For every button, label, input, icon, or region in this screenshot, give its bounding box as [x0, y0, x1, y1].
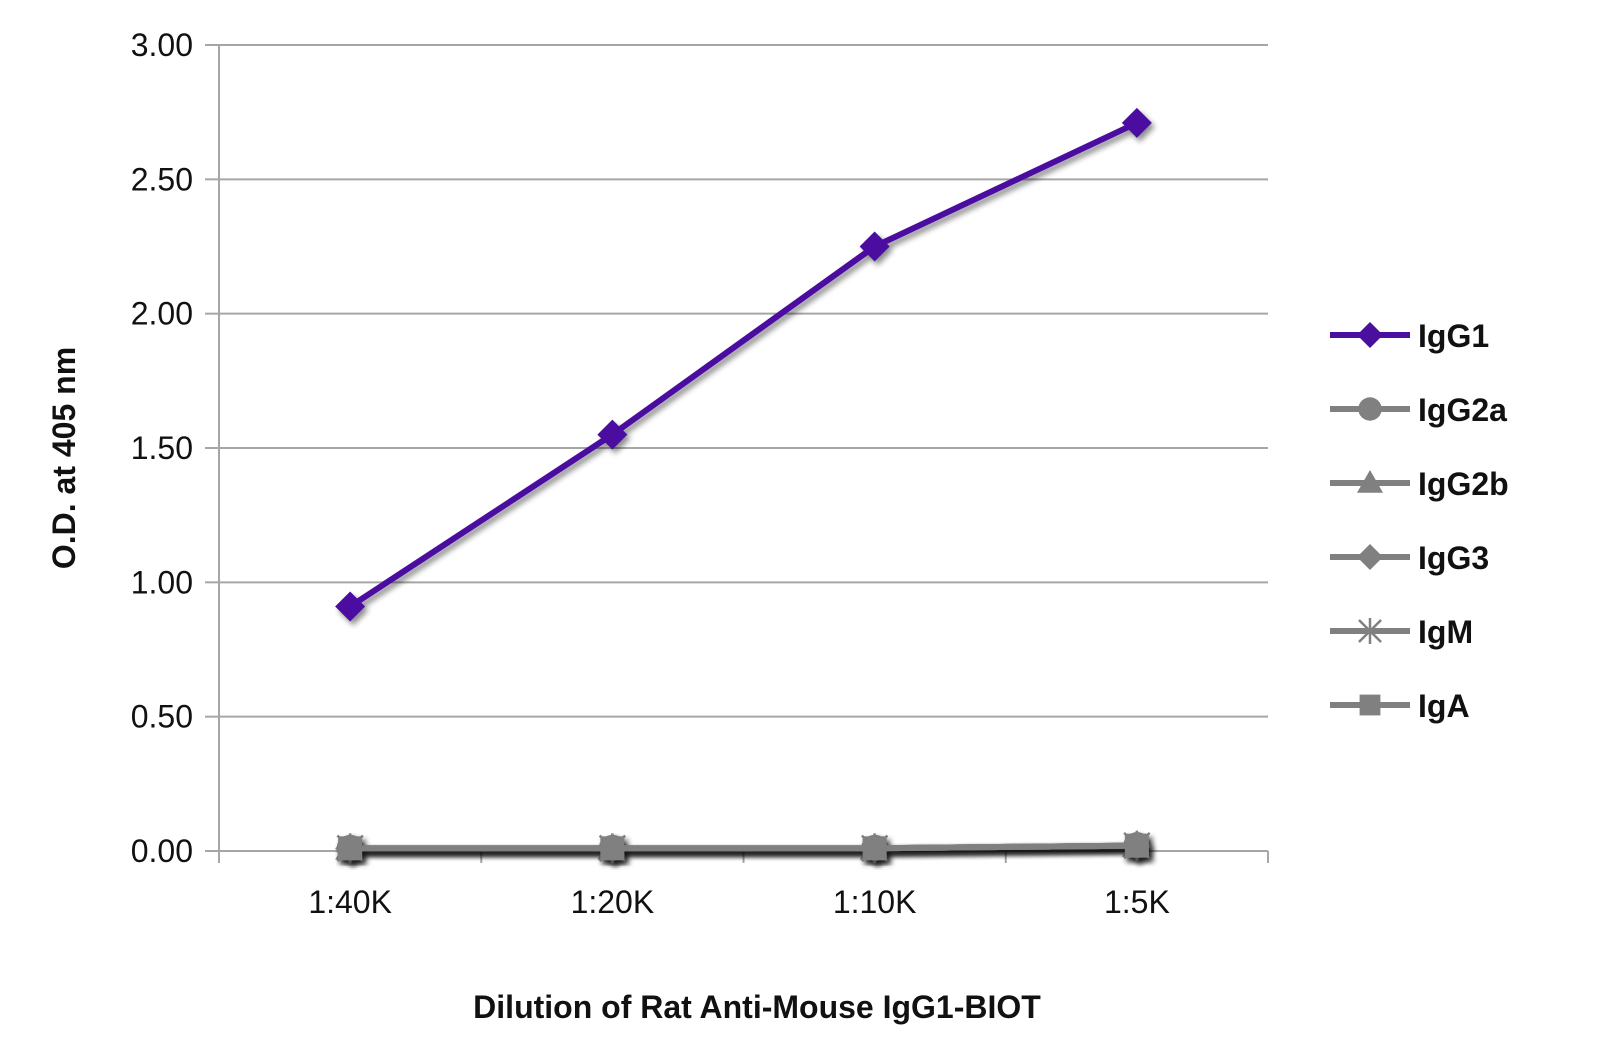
- legend-marker: [1357, 470, 1383, 493]
- data-point-IgG1: [597, 419, 628, 450]
- series-IgG1: [335, 107, 1152, 622]
- series-IgA: [338, 833, 1149, 861]
- legend-item-IgG3: IgG3: [1330, 540, 1489, 576]
- legend-label: IgG3: [1418, 540, 1489, 576]
- data-point-IgA: [862, 836, 887, 861]
- x-tick-label: 1:5K: [1104, 884, 1170, 920]
- y-tick-label: 1.50: [131, 430, 193, 466]
- data-point-IgA: [600, 836, 625, 861]
- legend-marker: [1358, 618, 1382, 644]
- legend-marker: [1359, 694, 1381, 716]
- legend-marker: [1357, 322, 1383, 348]
- legend-item-IgG2a: IgG2a: [1330, 392, 1507, 428]
- y-tick-label: 3.00: [131, 27, 193, 63]
- series-line-IgA: [350, 842, 1137, 852]
- y-tick-label: 2.00: [131, 296, 193, 332]
- y-tick-label: 1.00: [131, 564, 193, 600]
- data-point-IgG1: [859, 231, 890, 262]
- legend-label: IgA: [1418, 688, 1470, 724]
- plot-area: [335, 107, 1152, 864]
- y-axis-title: O.D. at 405 nm: [46, 347, 82, 569]
- legend-marker: [1358, 397, 1382, 421]
- legend-label: IgM: [1418, 614, 1473, 650]
- y-tick-label: 0.00: [131, 833, 193, 869]
- legend-label: IgG2b: [1418, 466, 1509, 502]
- legend: IgG1 IgG2a IgG2b IgG3 IgM IgA: [1330, 318, 1509, 724]
- legend-label: IgG1: [1418, 318, 1489, 354]
- data-point-IgG1: [335, 591, 366, 622]
- legend-item-IgM: IgM: [1330, 614, 1473, 650]
- x-tick-label: 1:20K: [571, 884, 655, 920]
- legend-item-IgG1: IgG1: [1330, 318, 1489, 354]
- data-point-IgA: [1124, 833, 1149, 858]
- legend-label: IgG2a: [1418, 392, 1507, 428]
- y-tick-label: 2.50: [131, 161, 193, 197]
- x-tick-label: 1:40K: [308, 884, 392, 920]
- data-point-IgG1: [1121, 107, 1152, 138]
- gridlines: [219, 44, 1268, 718]
- data-point-IgA: [338, 836, 363, 861]
- legend-marker: [1357, 544, 1383, 570]
- legend-item-IgG2b: IgG2b: [1330, 466, 1509, 502]
- x-axis-title: Dilution of Rat Anti-Mouse IgG1-BIOT: [473, 989, 1041, 1025]
- x-tick-label: 1:10K: [833, 884, 917, 920]
- legend-item-IgA: IgA: [1330, 688, 1470, 724]
- series-line-IgG1: [348, 120, 1139, 610]
- axes: 0.00 0.50 1.00 1.50 2.00 2.50 3.00 1:40K 1:20K 1:…: [131, 27, 1269, 920]
- y-tick-label: 0.50: [131, 699, 193, 735]
